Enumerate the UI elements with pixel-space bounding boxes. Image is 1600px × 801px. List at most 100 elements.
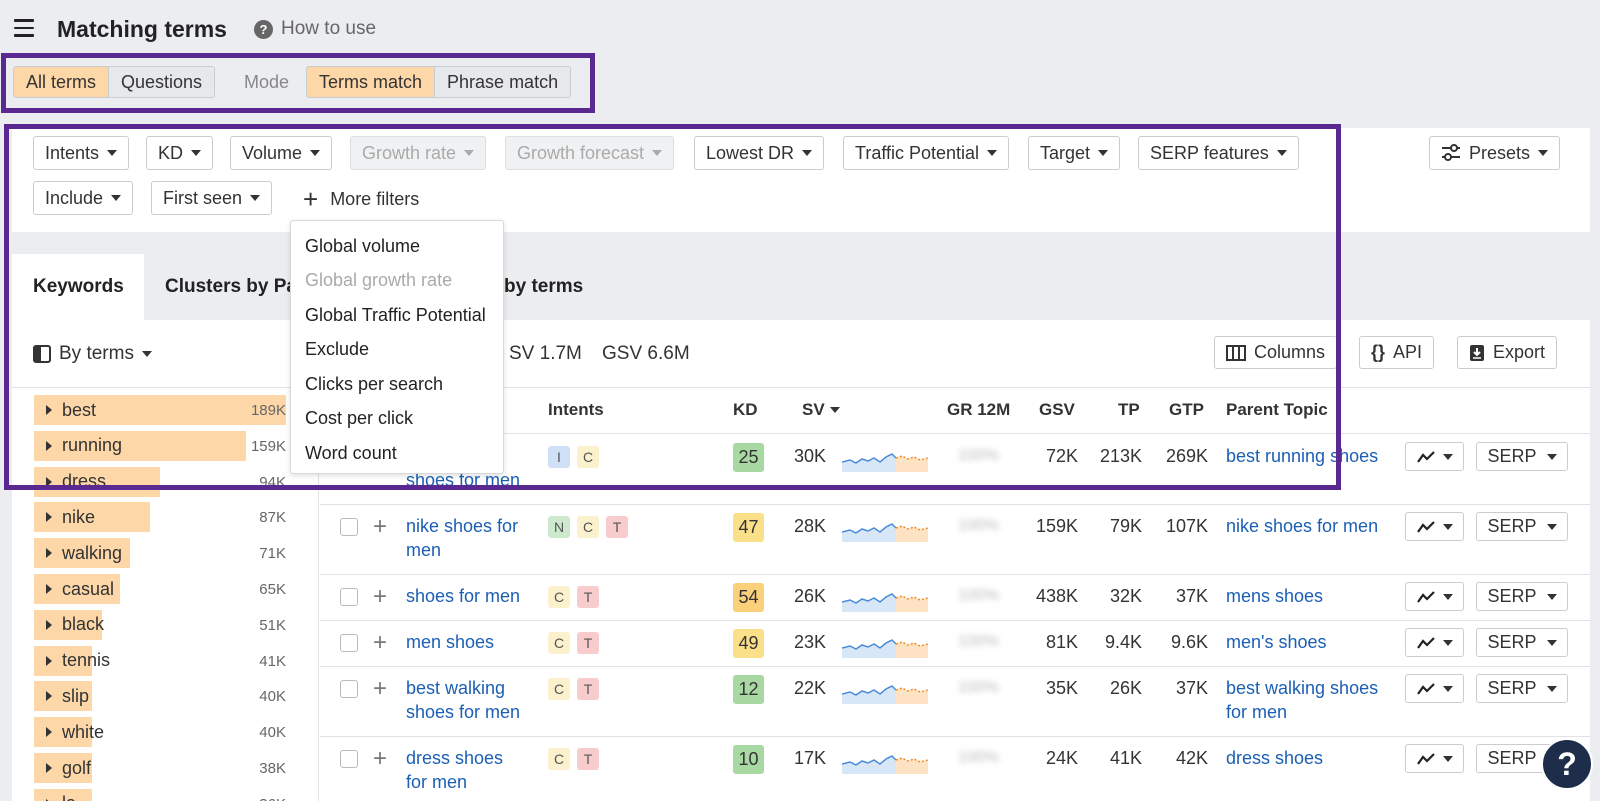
term-item-11[interactable]: la: [34, 788, 92, 801]
serp-button[interactable]: SERP: [1476, 512, 1568, 541]
keyword-link[interactable]: men shoes: [406, 630, 536, 654]
term-item-6[interactable]: black: [34, 609, 104, 640]
row-checkbox[interactable]: [340, 680, 358, 698]
lowest-dr-filter[interactable]: Lowest DR: [694, 136, 825, 170]
keyword-link[interactable]: shoes for men: [406, 584, 536, 608]
menu-item-word-count[interactable]: Word count: [305, 442, 397, 463]
col-gtp[interactable]: GTP: [1169, 400, 1204, 419]
col-parent-topic[interactable]: Parent Topic: [1226, 400, 1328, 419]
row-checkbox[interactable]: [340, 634, 358, 652]
help-chat-button[interactable]: ?: [1541, 738, 1593, 790]
parent-topic-link[interactable]: best walking shoes for men: [1226, 676, 1396, 724]
more-filters-button[interactable]: + More filters: [303, 184, 420, 214]
tab-clusters-by-parent[interactable]: Clusters by Pa: [165, 276, 297, 297]
term-item-4[interactable]: walking: [34, 538, 130, 569]
row-divider: [320, 666, 1590, 667]
keyword-link[interactable]: dress shoes for men: [406, 746, 536, 794]
menu-item-global-growth-rate: Global growth rate: [305, 270, 453, 291]
tab-terms-match[interactable]: Terms match: [307, 67, 435, 97]
sv-trend-sparkline: [842, 523, 928, 542]
col-gr12m[interactable]: GR 12M: [947, 400, 1011, 419]
menu-item-global-volume[interactable]: Global volume: [305, 235, 421, 256]
serp-button[interactable]: SERP: [1476, 628, 1568, 657]
term-item-8[interactable]: slip: [34, 681, 92, 712]
tab-all-terms[interactable]: All terms: [14, 67, 109, 97]
term-item-10[interactable]: golf: [34, 753, 92, 783]
intent-badge: C: [548, 748, 570, 770]
tab-keywords[interactable]: Keywords: [12, 254, 144, 320]
parent-topic-link[interactable]: mens shoes: [1226, 584, 1396, 608]
volume-filter[interactable]: Volume: [230, 136, 333, 170]
serp-button[interactable]: SERP: [1476, 442, 1568, 471]
term-name: white: [62, 721, 105, 742]
serp-button[interactable]: SERP: [1476, 582, 1568, 611]
traffic-potential-filter[interactable]: Traffic Potential: [843, 136, 1010, 170]
sidebar-top-line: [12, 387, 318, 388]
col-intents[interactable]: Intents: [548, 400, 604, 419]
intents-filter[interactable]: Intents: [33, 136, 130, 170]
tab-questions[interactable]: Questions: [108, 67, 215, 97]
include-filter[interactable]: Include: [33, 181, 134, 215]
trend-chart-button[interactable]: [1405, 582, 1464, 611]
trend-chart-button[interactable]: [1405, 512, 1464, 541]
serp-label: SERP: [1487, 678, 1537, 698]
parent-topic-link[interactable]: dress shoes: [1226, 746, 1396, 770]
how-to-use-link[interactable]: ? How to use: [254, 18, 376, 40]
target-filter[interactable]: Target: [1028, 136, 1121, 170]
term-item-7[interactable]: tennis: [34, 645, 110, 676]
caret-down-icon: [1442, 639, 1453, 646]
col-tp[interactable]: TP: [1118, 400, 1140, 419]
gsv-value: 35K: [1045, 678, 1078, 698]
trend-chart-button[interactable]: [1405, 674, 1464, 703]
gr-value: 100%: [958, 447, 999, 464]
parent-topic-link[interactable]: best running shoes: [1226, 444, 1396, 468]
tab-clusters-by-terms[interactable]: by terms: [504, 276, 584, 297]
parent-topic-link[interactable]: men's shoes: [1226, 630, 1396, 654]
term-count: 41K: [259, 652, 286, 670]
add-to-list-icon[interactable]: +: [373, 513, 388, 540]
menu-item-clicks-per-search[interactable]: Clicks per search: [305, 373, 444, 394]
menu-item-exclude[interactable]: Exclude: [305, 339, 370, 360]
col-gsv[interactable]: GSV: [1039, 400, 1075, 419]
keyword-link[interactable]: nike shoes for men: [406, 514, 536, 562]
caret-down-icon: [1442, 685, 1453, 692]
hamburger-menu-icon[interactable]: [14, 19, 34, 37]
add-to-list-icon[interactable]: +: [373, 629, 388, 656]
api-button[interactable]: {} API: [1359, 336, 1435, 369]
term-item-1[interactable]: running: [34, 430, 246, 461]
term-item-9[interactable]: white: [34, 717, 104, 748]
by-terms-dropdown[interactable]: By terms: [33, 343, 152, 365]
add-to-list-icon[interactable]: +: [373, 583, 388, 610]
tab-phrase-match[interactable]: Phrase match: [434, 67, 571, 97]
col-sv[interactable]: SV: [802, 400, 840, 420]
serp-features-filter[interactable]: SERP features: [1138, 136, 1299, 170]
keyword-link[interactable]: best walking shoes for men: [406, 676, 536, 724]
trend-chart-button[interactable]: [1405, 628, 1464, 657]
row-checkbox[interactable]: [340, 750, 358, 768]
menu-item-global-traffic-potential[interactable]: Global Traffic Potential: [305, 304, 486, 325]
add-to-list-icon[interactable]: +: [373, 675, 388, 702]
add-to-list-icon[interactable]: +: [373, 745, 388, 772]
kd-filter[interactable]: KD: [146, 136, 214, 170]
term-item-5[interactable]: casual: [34, 574, 120, 604]
trend-chart-button[interactable]: [1405, 442, 1464, 471]
export-button[interactable]: Export: [1457, 336, 1558, 369]
expand-triangle-icon: [46, 727, 52, 738]
kd-badge: 54: [733, 583, 764, 612]
term-item-2[interactable]: dress: [34, 466, 160, 497]
serp-button[interactable]: SERP: [1476, 674, 1568, 703]
first-seen-filter[interactable]: First seen: [151, 181, 273, 215]
row-checkbox[interactable]: [340, 518, 358, 536]
presets-button[interactable]: Presets: [1429, 136, 1561, 170]
term-item-0[interactable]: best: [34, 395, 286, 425]
menu-item-cost-per-click[interactable]: Cost per click: [305, 408, 414, 429]
row-checkbox[interactable]: [340, 588, 358, 606]
term-item-3[interactable]: nike: [34, 502, 150, 533]
columns-button[interactable]: Columns: [1214, 336, 1338, 369]
parent-topic-link[interactable]: nike shoes for men: [1226, 514, 1396, 538]
col-kd[interactable]: KD: [733, 400, 758, 419]
intent-badge: I: [548, 446, 570, 468]
trend-chart-button[interactable]: [1405, 744, 1464, 773]
